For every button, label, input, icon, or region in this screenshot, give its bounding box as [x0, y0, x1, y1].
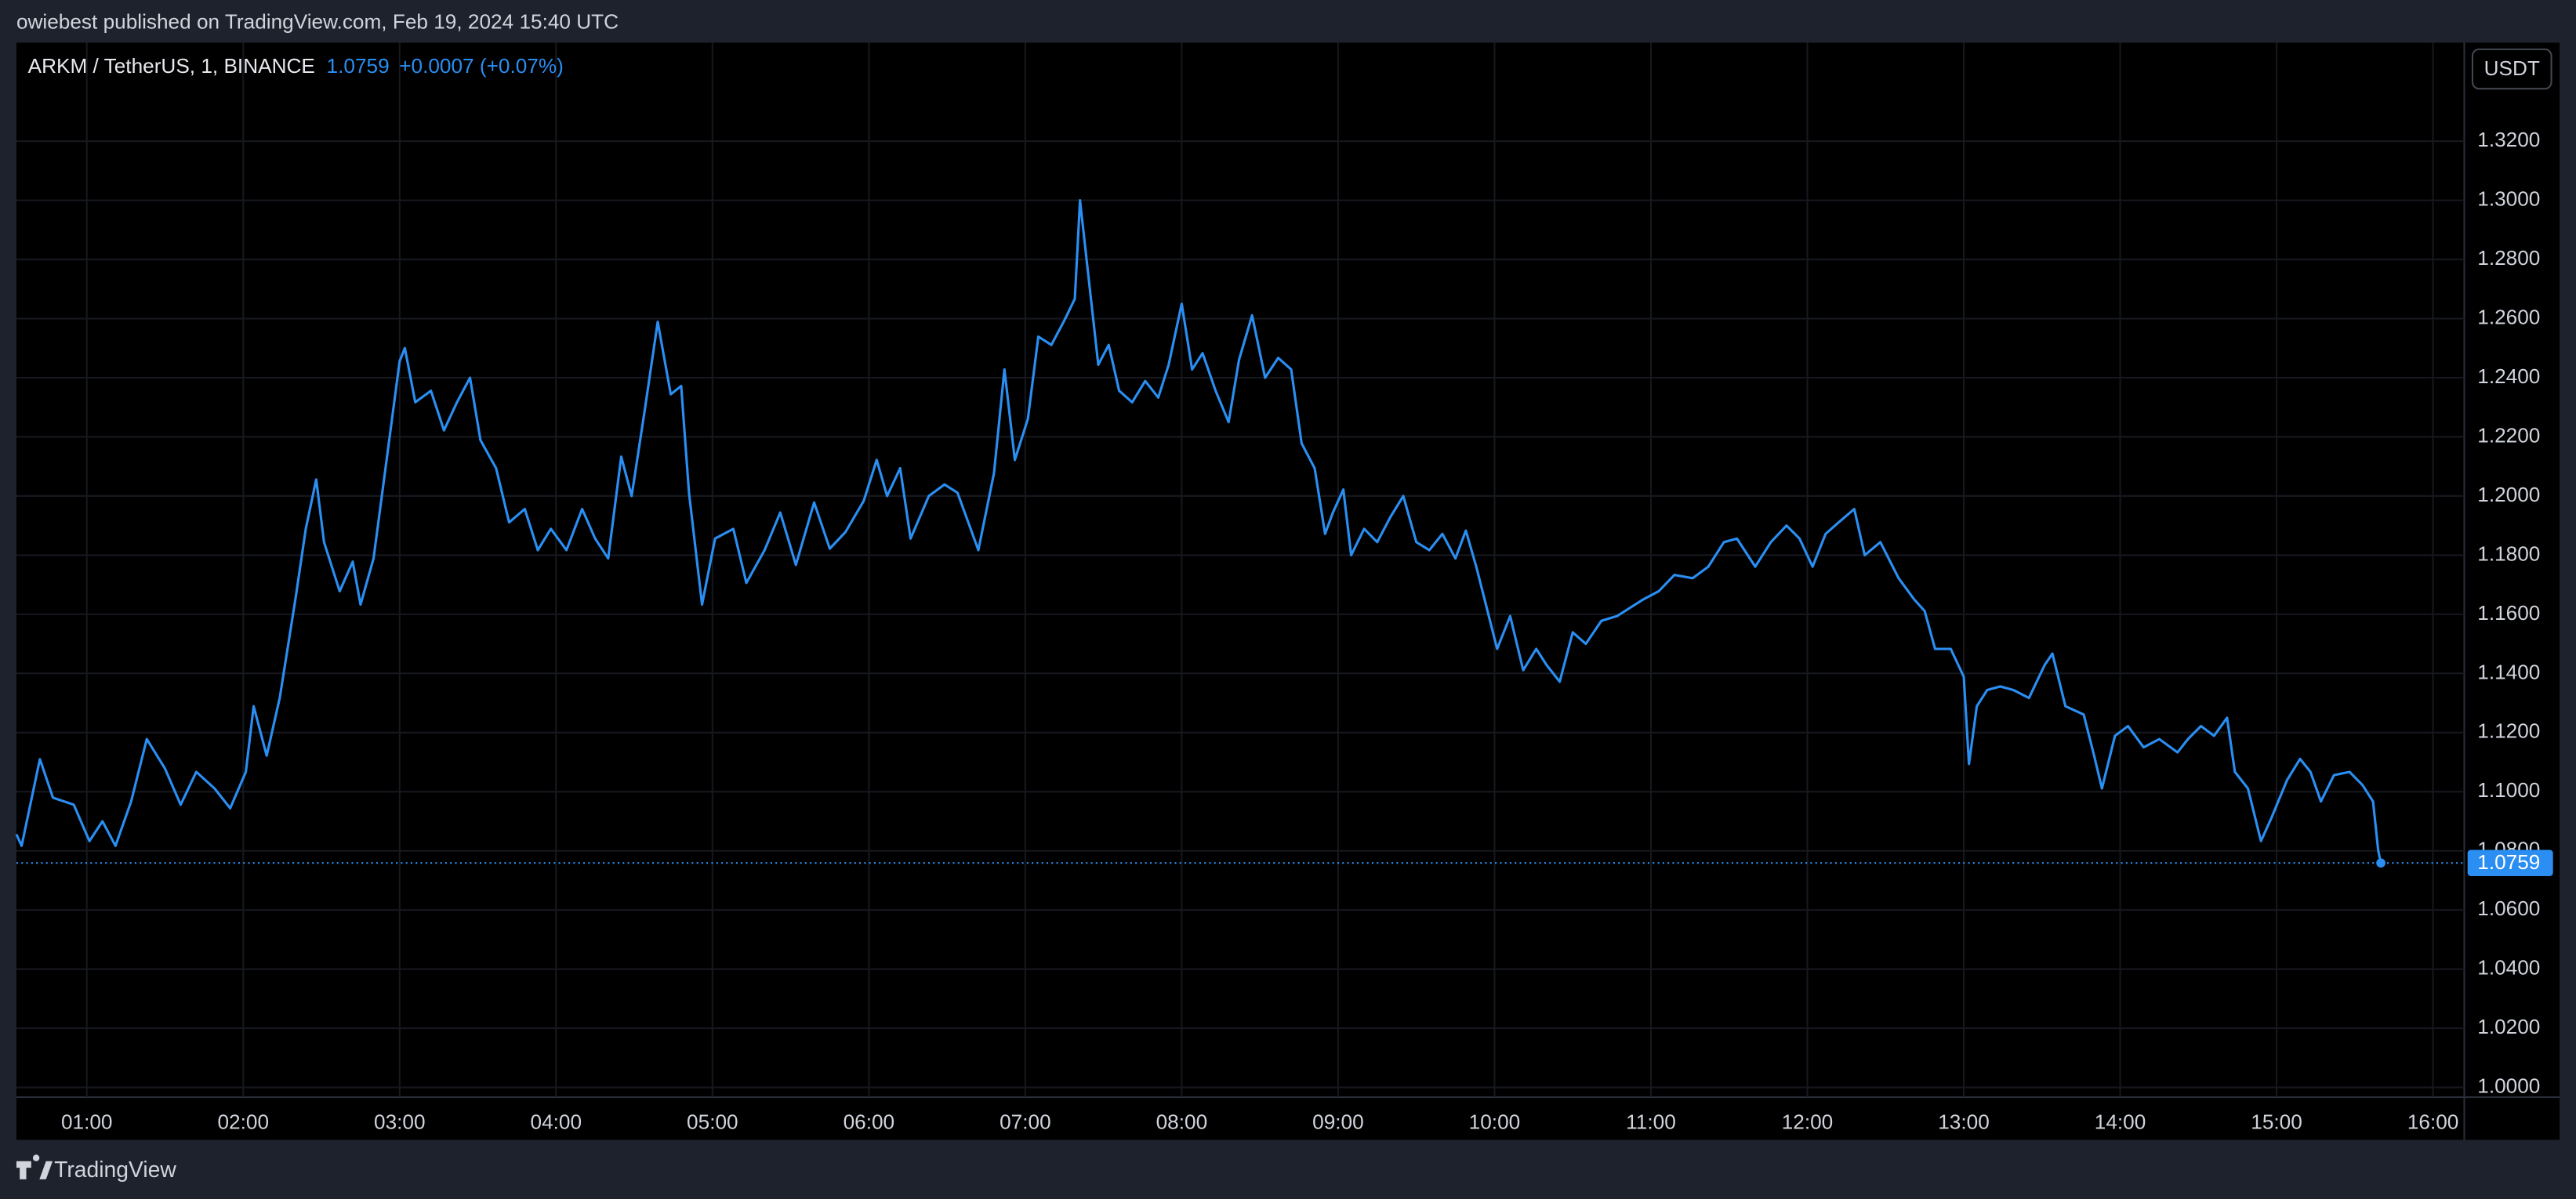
x-tick-label: 14:00 — [2095, 1110, 2146, 1134]
chart-panel — [16, 42, 2560, 1140]
y-tick-label: 1.3000 — [2477, 187, 2540, 211]
x-tick-label: 06:00 — [844, 1110, 895, 1134]
last-price-tag — [2467, 849, 2553, 876]
x-tick-label: 11:00 — [1626, 1110, 1676, 1134]
tradingview-logo — [16, 1154, 53, 1179]
x-tick-label: 04:00 — [531, 1110, 582, 1134]
currency-label[interactable]: USDT — [2484, 56, 2540, 80]
y-tick-label: 1.1400 — [2477, 660, 2540, 683]
x-tick-label: 05:00 — [687, 1110, 738, 1134]
legend-change: +0.0007 (+0.07%) — [399, 54, 564, 78]
x-tick-label: 07:00 — [1000, 1110, 1051, 1134]
brand: TradingView — [54, 1157, 176, 1182]
y-tick-label: 1.0400 — [2477, 956, 2540, 980]
price-line — [15, 199, 2382, 864]
symbol-label: ARKM / TetherUS, 1, BINANCE — [28, 54, 315, 78]
y-tick-label: 1.0000 — [2477, 1074, 2540, 1098]
x-tick-label: 15:00 — [2251, 1110, 2302, 1134]
y-tick-label: 1.2400 — [2477, 364, 2540, 388]
plot — [15, 199, 2465, 868]
x-tick-label: 13:00 — [1938, 1110, 1990, 1134]
y-tick-label: 1.1200 — [2477, 719, 2540, 743]
y-tick-label: 1.0200 — [2477, 1015, 2540, 1038]
last-price-tag-label: 1.0759 — [2477, 850, 2540, 874]
y-tick-label: 1.2600 — [2477, 305, 2540, 328]
x-tick-label: 02:00 — [217, 1110, 269, 1134]
y-tick-label: 1.3200 — [2477, 128, 2540, 151]
x-tick-label: 08:00 — [1156, 1110, 1208, 1134]
logo-mark — [16, 1154, 53, 1179]
legend-last-price: 1.0759 — [327, 54, 390, 78]
last-point — [2376, 858, 2386, 868]
x-tick-label: 12:00 — [1782, 1110, 1834, 1134]
x-tick-label: 03:00 — [374, 1110, 426, 1134]
x-tick-label: 10:00 — [1469, 1110, 1521, 1134]
y-tick-label: 1.2000 — [2477, 483, 2540, 506]
x-tick-label: 01:00 — [61, 1110, 113, 1134]
y-tick-label: 1.1600 — [2477, 601, 2540, 625]
currency-button[interactable] — [2471, 48, 2552, 90]
y-tick-label: 1.1800 — [2477, 542, 2540, 565]
x-tick-label: 16:00 — [2407, 1110, 2459, 1134]
publish-info: owiebest published on TradingView.com, F… — [16, 9, 619, 33]
y-tick-label: 1.2200 — [2477, 423, 2540, 447]
grid — [16, 42, 2465, 1098]
x-tick-label: 09:00 — [1312, 1110, 1364, 1134]
y-tick-label: 1.2800 — [2477, 246, 2540, 270]
y-tick-label: 1.1000 — [2477, 778, 2540, 802]
y-tick-label: 1.0600 — [2477, 897, 2540, 920]
